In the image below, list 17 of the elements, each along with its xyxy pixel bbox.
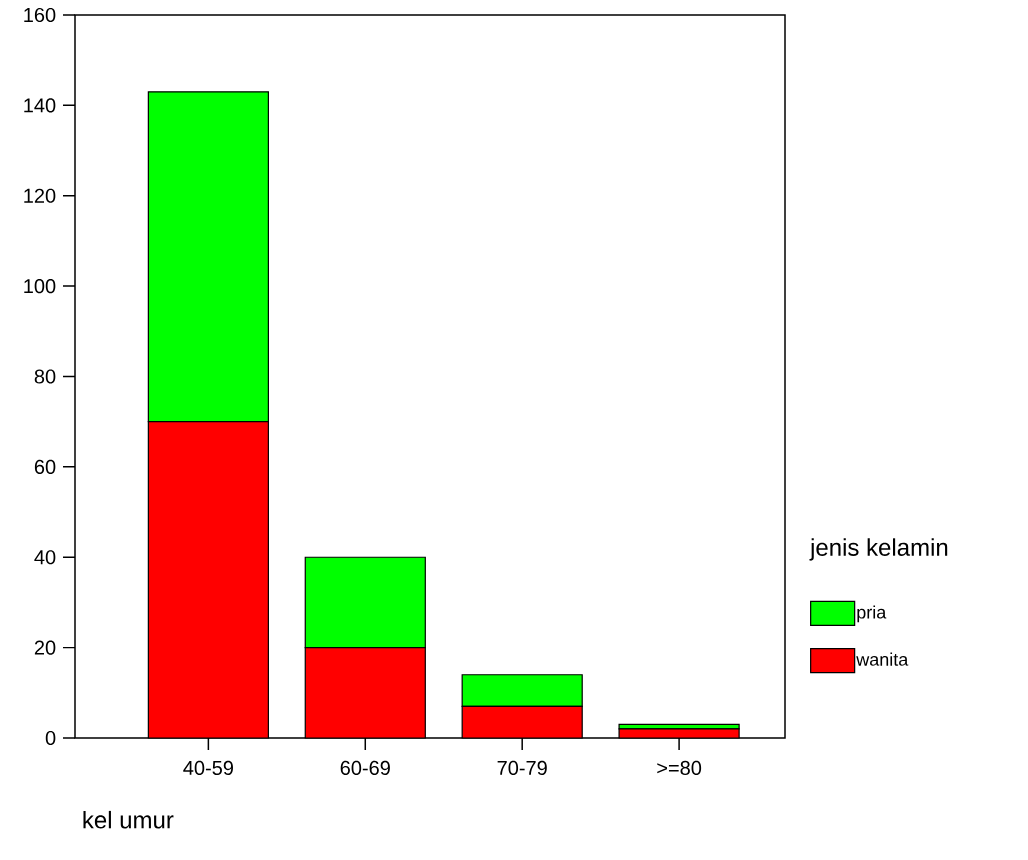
y-tick-label: 40 bbox=[34, 550, 56, 565]
y-tick-label: 80 bbox=[34, 369, 56, 384]
legend-label: wanita bbox=[856, 652, 909, 666]
y-tick-label: 140 bbox=[24, 98, 56, 113]
x-tick-label: 60-69 bbox=[340, 760, 390, 776]
x-tick-label: 40-59 bbox=[183, 760, 233, 776]
x-tick-label: >=80 bbox=[657, 760, 702, 776]
y-tick-label: 120 bbox=[24, 188, 56, 203]
y-tick-label: 100 bbox=[24, 279, 56, 294]
x-axis-title: kel umur bbox=[83, 810, 174, 829]
y-tick-label: 0 bbox=[45, 730, 56, 746]
y-tick-label: 160 bbox=[24, 7, 56, 23]
y-tick-label: 60 bbox=[34, 459, 56, 474]
legend-label: pria bbox=[857, 605, 887, 623]
y-tick-label: 20 bbox=[34, 640, 56, 655]
legend-title: jenis kelamin bbox=[809, 538, 948, 561]
x-tick-label: 70-79 bbox=[497, 760, 547, 776]
